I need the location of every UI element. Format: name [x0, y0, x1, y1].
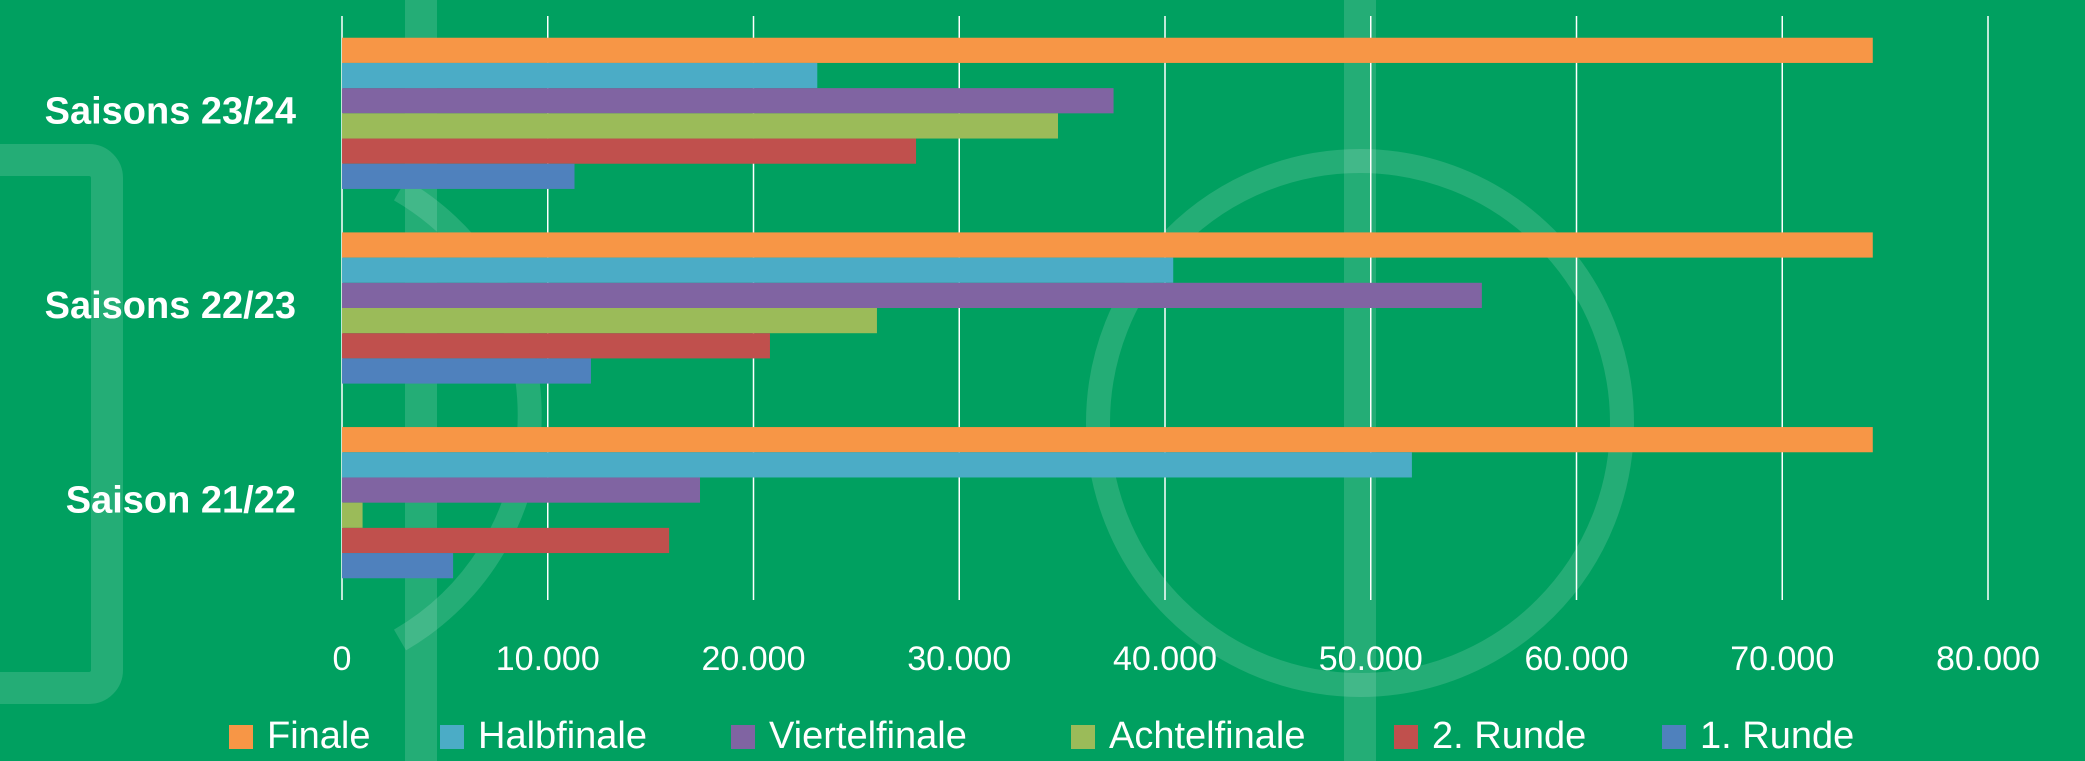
x-tick-label: 0 — [333, 640, 352, 678]
bar — [342, 38, 1873, 63]
x-tick-label: 10.000 — [496, 640, 600, 678]
bar — [342, 427, 1873, 452]
legend-label: Achtelfinale — [1109, 715, 1305, 757]
legend-swatch — [1071, 725, 1095, 749]
x-tick-label: 20.000 — [702, 640, 806, 678]
legend-swatch — [440, 725, 464, 749]
bar — [342, 258, 1173, 283]
bar — [342, 308, 877, 333]
bar — [342, 139, 916, 164]
bar — [342, 452, 1412, 477]
x-tick-label: 80.000 — [1936, 640, 2040, 678]
x-tick-label: 40.000 — [1113, 640, 1217, 678]
legend-swatch — [731, 725, 755, 749]
bar — [342, 503, 363, 528]
bar — [342, 232, 1873, 257]
bar — [342, 63, 817, 88]
y-tick-label: Saison 21/22 — [66, 480, 296, 522]
legend-swatch — [229, 725, 253, 749]
legend-label: Finale — [267, 715, 371, 757]
bar — [342, 88, 1114, 113]
legend-label: 2. Runde — [1432, 715, 1586, 757]
x-tick-label: 60.000 — [1525, 640, 1629, 678]
chart: 0 10.000 20.000 30.000 40.000 50.000 60.000 70.… — [0, 0, 2085, 761]
bar — [342, 283, 1482, 308]
legend-label: Halbfinale — [478, 715, 647, 757]
y-tick-label: Saisons 22/23 — [45, 285, 296, 327]
x-tick-label: 30.000 — [907, 640, 1011, 678]
x-tick-label: 70.000 — [1730, 640, 1834, 678]
legend-swatch — [1394, 725, 1418, 749]
bar — [342, 164, 574, 189]
bar — [342, 553, 453, 578]
legend-label: 1. Runde — [1700, 715, 1854, 757]
bar — [342, 528, 669, 553]
y-tick-label: Saisons 23/24 — [45, 90, 296, 132]
x-tick-label: 50.000 — [1319, 640, 1423, 678]
legend-swatch — [1662, 725, 1686, 749]
bar — [342, 358, 591, 383]
legend-label: Viertelfinale — [769, 715, 967, 757]
bar — [342, 113, 1058, 138]
bar — [342, 477, 700, 502]
bar — [342, 333, 770, 358]
